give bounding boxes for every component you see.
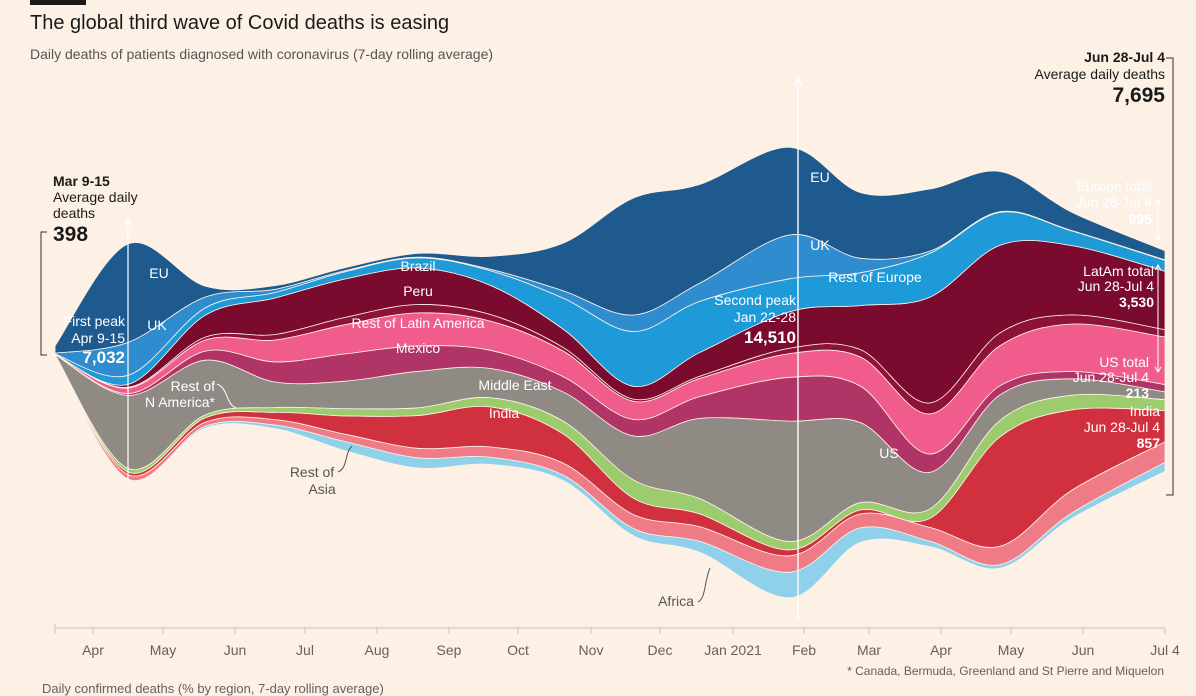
us-total-label: US total xyxy=(1099,354,1149,370)
us-total-dates: Jun 28-Jul 4 xyxy=(1073,369,1149,385)
region-label-rest-of-europe: Rest of Europe xyxy=(828,269,922,285)
first-peak-dates: Apr 9-15 xyxy=(71,330,125,346)
second-peak-value: 14,510 xyxy=(744,328,796,347)
region-label-india: India xyxy=(489,405,520,421)
region-label-peru: Peru xyxy=(403,283,433,299)
region-label-middle-east: Middle East xyxy=(478,377,551,393)
start-bracket xyxy=(40,231,47,356)
x-tick-label: Jun xyxy=(224,642,247,658)
end-value: 7,695 xyxy=(1112,84,1165,107)
x-tick-label: May xyxy=(998,642,1024,658)
europe-total-label: Europe total xyxy=(1077,178,1153,194)
x-tick-label: Jul 4 xyxy=(1150,642,1180,658)
latam-total-label: LatAm total xyxy=(1083,263,1154,279)
region-label-rest-of-n-america: Rest of N America* xyxy=(145,378,216,410)
end-period-label: Jun 28-Jul 4 xyxy=(1084,49,1165,65)
india-total-dates: Jun 28-Jul 4 xyxy=(1084,419,1160,435)
africa-leader xyxy=(697,567,711,603)
region-label-brazil: Brazil xyxy=(400,258,435,274)
x-tick-label: Jun xyxy=(1072,642,1095,658)
region-label-rest-of-asia: Rest of Asia xyxy=(290,464,336,497)
start-value: 398 xyxy=(53,223,88,246)
x-tick-label: Jan 2021 xyxy=(704,642,762,658)
x-tick-label: Apr xyxy=(82,642,104,658)
start-avg-caption: Average daily deaths xyxy=(53,189,138,221)
region-label-eu: EU xyxy=(149,265,168,281)
x-tick-label: Oct xyxy=(507,642,529,658)
latam-total-value: 3,530 xyxy=(1119,294,1154,310)
start-period-label: Mar 9-15 xyxy=(53,173,110,189)
rest-of-asia-leader xyxy=(337,445,353,473)
x-tick-label: Apr xyxy=(930,642,952,658)
rest-of-n-america-leader xyxy=(216,383,237,409)
us-total-value: 213 xyxy=(1126,385,1150,401)
region-label-africa: Africa xyxy=(658,593,694,609)
region-label-uk: UK xyxy=(810,237,830,253)
region-label-rest-of-latin-america: Rest of Latin America xyxy=(351,315,484,331)
europe-total-dates: Jun 28-Jul 4 xyxy=(1076,194,1152,210)
end-avg-caption: Average daily deaths xyxy=(1035,66,1166,82)
region-label-eu: EU xyxy=(810,169,829,185)
x-tick-label: Dec xyxy=(648,642,673,658)
second-peak-arrow xyxy=(793,76,803,87)
second-peak-dates: Jan 22-28 xyxy=(734,309,796,325)
x-tick-label: Nov xyxy=(579,642,604,658)
x-tick-label: Aug xyxy=(365,642,390,658)
europe-total-value: 995 xyxy=(1129,211,1153,227)
first-peak-arrow xyxy=(123,216,133,227)
x-tick-label: Feb xyxy=(792,642,816,658)
x-tick-label: Jul xyxy=(296,642,314,658)
x-tick-label: May xyxy=(150,642,176,658)
first-peak-label: First peak xyxy=(64,313,126,329)
chart-subtitle: Daily deaths of patients diagnosed with … xyxy=(30,46,494,62)
chart-footnote: * Canada, Bermuda, Greenland and St Pier… xyxy=(847,664,1164,678)
peak-markers xyxy=(40,57,1174,620)
latam-total-dates: Jun 28-Jul 4 xyxy=(1078,278,1154,294)
first-peak-value: 7,032 xyxy=(82,348,125,367)
end-bracket xyxy=(1166,57,1174,496)
india-total-value: 857 xyxy=(1137,435,1161,451)
x-tick-label: Sep xyxy=(437,642,462,658)
europe-total-bracket xyxy=(1154,199,1162,241)
region-label-uk: UK xyxy=(147,317,167,333)
x-tick-label: Mar xyxy=(857,642,881,658)
stream-layer-eu xyxy=(54,146,1166,354)
region-label-mexico: Mexico xyxy=(396,340,441,356)
region-label-us: US xyxy=(879,445,898,461)
stream-layers xyxy=(54,146,1166,599)
title-accent-bar xyxy=(30,0,86,5)
next-chart-subtitle: Daily confirmed deaths (% by region, 7-d… xyxy=(42,681,384,696)
latam-total-bracket xyxy=(1154,264,1162,373)
second-peak-label: Second peak xyxy=(714,292,797,308)
india-total-label: India xyxy=(1130,403,1161,419)
chart-title: The global third wave of Covid deaths is… xyxy=(30,12,450,34)
x-axis: Apr May Jun Jul Aug Sep Oct Nov Dec Jan 2021 Feb Ma… xyxy=(54,624,1180,658)
